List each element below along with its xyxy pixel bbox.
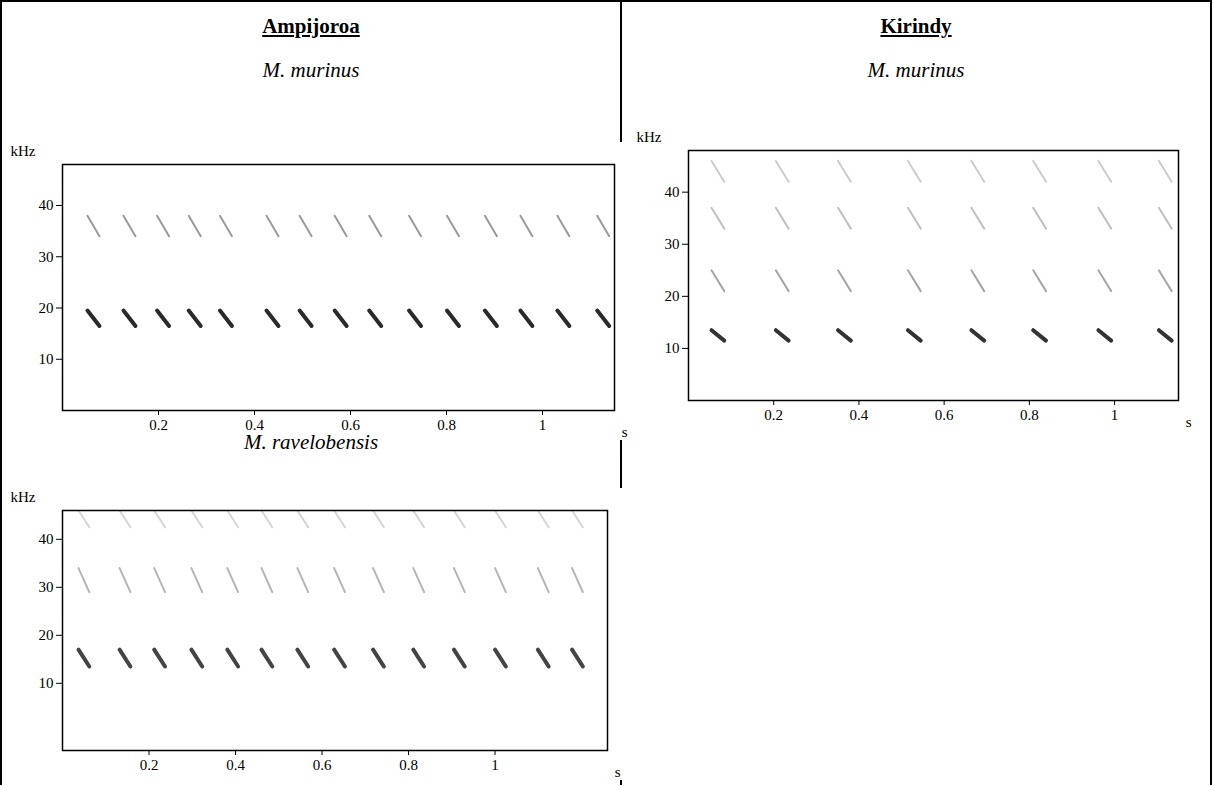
svg-text:0.8: 0.8: [437, 417, 456, 433]
svg-text:30: 30: [665, 236, 680, 252]
svg-text:1: 1: [1111, 407, 1119, 423]
svg-text:40: 40: [39, 531, 54, 547]
svg-text:40: 40: [39, 197, 54, 213]
svg-text:0.2: 0.2: [149, 417, 168, 433]
svg-text:0.4: 0.4: [226, 757, 245, 773]
svg-text:10: 10: [39, 675, 54, 691]
svg-text:s: s: [1186, 414, 1192, 430]
svg-text:0.4: 0.4: [245, 417, 264, 434]
svg-text:kHz: kHz: [637, 129, 662, 145]
svg-text:0.6: 0.6: [313, 757, 332, 773]
svg-text:10: 10: [39, 351, 54, 367]
html-text:Kirindy: Kirindy: [880, 14, 952, 38]
svg-text:s: s: [622, 424, 628, 440]
svg-text:0.8: 0.8: [399, 757, 418, 773]
svg-text:20: 20: [39, 300, 54, 316]
svg-text:0.6: 0.6: [341, 417, 360, 434]
svg-text:kHz: kHz: [11, 143, 36, 159]
svg-text:20: 20: [39, 627, 54, 643]
svg-text:20: 20: [665, 288, 680, 304]
svg-text:0.2: 0.2: [764, 407, 783, 423]
svg-text:s: s: [615, 764, 621, 780]
svg-text:0.2: 0.2: [140, 757, 159, 773]
svg-text:30: 30: [39, 579, 54, 595]
svg-text:0.4: 0.4: [850, 407, 869, 423]
svg-text:40: 40: [665, 184, 680, 200]
html-text:M. murinus: M. murinus: [867, 58, 965, 82]
svg-text:0.8: 0.8: [1020, 407, 1039, 423]
svg-text:10: 10: [665, 340, 680, 356]
html-text:M. ravelobensis: M. ravelobensis: [243, 430, 379, 454]
svg-text:0.6: 0.6: [935, 407, 954, 423]
svg-text:30: 30: [39, 249, 54, 265]
svg-text:1: 1: [539, 417, 547, 433]
svg-text:1: 1: [491, 757, 499, 773]
svg-text:kHz: kHz: [11, 489, 36, 505]
html-text:Ampijoroa: Ampijoroa: [262, 14, 360, 38]
html-text:M. murinus: M. murinus: [262, 58, 360, 82]
